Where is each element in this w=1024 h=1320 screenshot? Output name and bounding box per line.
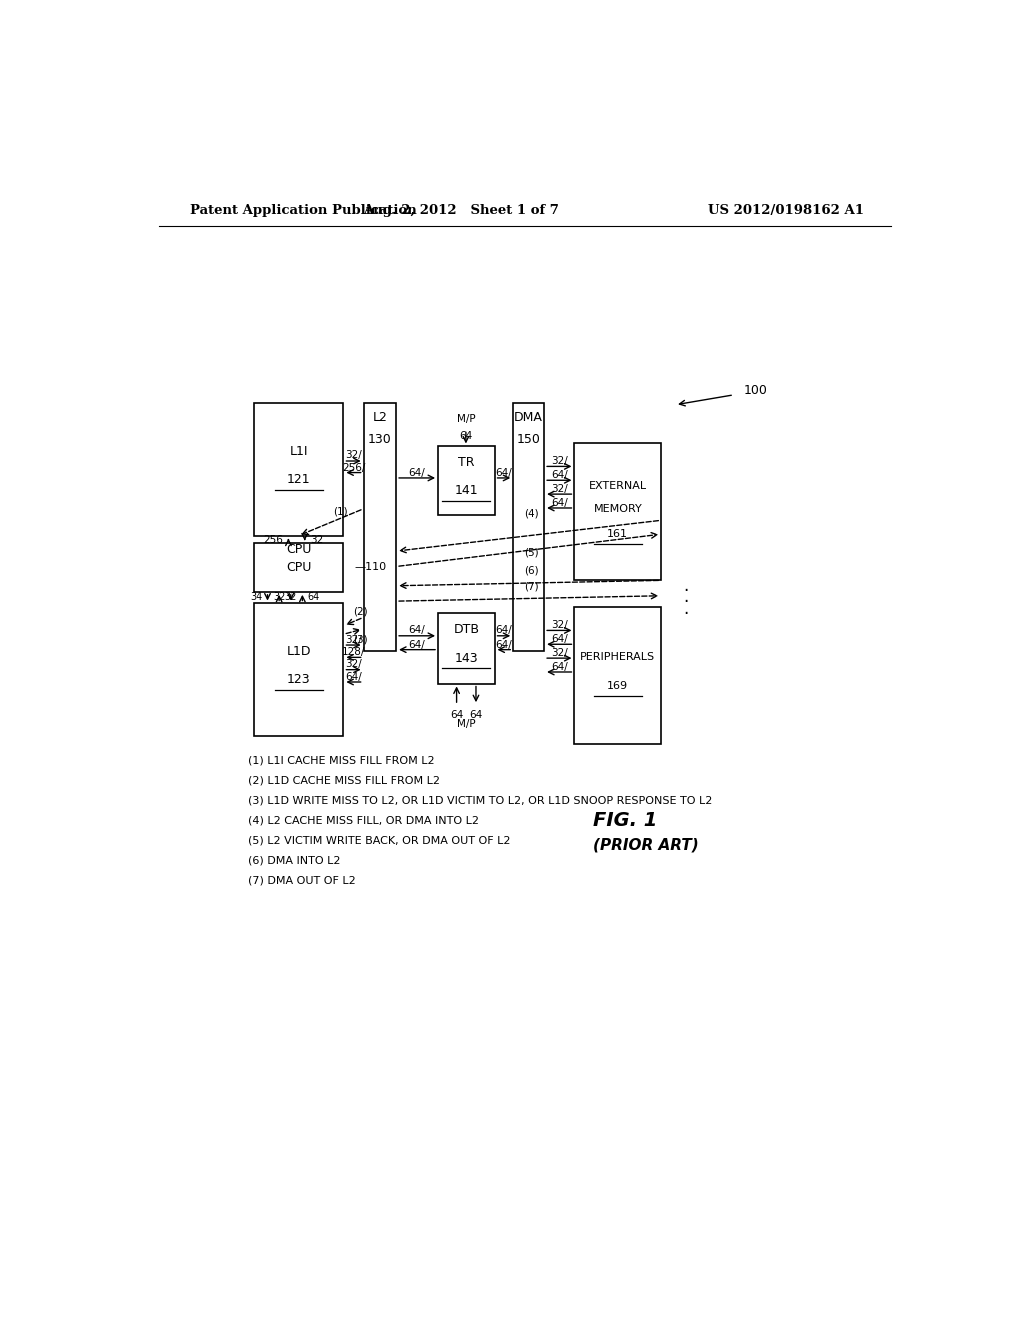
Text: MEMORY: MEMORY xyxy=(594,504,642,513)
Text: Patent Application Publication: Patent Application Publication xyxy=(190,205,417,218)
Text: (3) L1D WRITE MISS TO L2, OR L1D VICTIM TO L2, OR L1D SNOOP RESPONSE TO L2: (3) L1D WRITE MISS TO L2, OR L1D VICTIM … xyxy=(248,796,713,805)
Text: (7): (7) xyxy=(523,582,539,591)
Text: 32/: 32/ xyxy=(551,483,568,494)
Text: (1): (1) xyxy=(334,506,348,516)
Text: 32: 32 xyxy=(285,593,297,602)
Text: 123: 123 xyxy=(287,673,310,686)
Text: L1D: L1D xyxy=(287,645,311,657)
Text: 32/: 32/ xyxy=(345,450,361,459)
Text: (6) DMA INTO L2: (6) DMA INTO L2 xyxy=(248,855,341,866)
Text: L2: L2 xyxy=(373,411,387,424)
Text: .: . xyxy=(683,599,688,618)
Text: 64/: 64/ xyxy=(551,634,568,644)
Text: CPU: CPU xyxy=(286,561,311,574)
Text: DTB: DTB xyxy=(454,623,479,636)
Text: 100: 100 xyxy=(744,384,768,397)
Bar xyxy=(254,404,343,536)
Text: 64/: 64/ xyxy=(409,640,425,649)
Text: (1) L1I CACHE MISS FILL FROM L2: (1) L1I CACHE MISS FILL FROM L2 xyxy=(248,755,435,766)
Text: 64: 64 xyxy=(308,593,321,602)
Text: US 2012/0198162 A1: US 2012/0198162 A1 xyxy=(709,205,864,218)
Text: 141: 141 xyxy=(455,484,478,498)
Text: DMA: DMA xyxy=(514,411,543,424)
Text: 32: 32 xyxy=(310,535,324,545)
Text: CPU: CPU xyxy=(286,543,311,556)
Text: (5): (5) xyxy=(523,548,539,557)
Text: —110: —110 xyxy=(354,562,386,573)
Text: 150: 150 xyxy=(517,433,541,446)
Text: PERIPHERALS: PERIPHERALS xyxy=(581,652,655,663)
Text: 64/: 64/ xyxy=(496,626,512,635)
Text: 32/: 32/ xyxy=(551,455,568,466)
Text: 32/: 32/ xyxy=(551,620,568,630)
Text: 169: 169 xyxy=(607,681,629,690)
Text: (5) L2 VICTIM WRITE BACK, OR DMA OUT OF L2: (5) L2 VICTIM WRITE BACK, OR DMA OUT OF … xyxy=(248,836,511,846)
Text: 64/: 64/ xyxy=(409,626,425,635)
Text: 64: 64 xyxy=(450,710,463,721)
Text: 64/: 64/ xyxy=(409,467,425,478)
Bar xyxy=(513,404,544,651)
Text: 34: 34 xyxy=(250,593,262,602)
Text: 130: 130 xyxy=(368,433,392,446)
Bar xyxy=(254,544,343,591)
Text: .: . xyxy=(683,589,688,606)
Text: .: . xyxy=(683,577,688,595)
Text: L1I: L1I xyxy=(290,445,308,458)
Text: (6): (6) xyxy=(523,566,539,576)
Text: 256/: 256/ xyxy=(342,463,366,473)
Text: EXTERNAL: EXTERNAL xyxy=(589,482,647,491)
Text: Aug. 2, 2012   Sheet 1 of 7: Aug. 2, 2012 Sheet 1 of 7 xyxy=(364,205,559,218)
Text: 64/: 64/ xyxy=(496,640,512,649)
Text: 32: 32 xyxy=(273,593,286,602)
Text: 161: 161 xyxy=(607,529,629,539)
Text: FIG. 1: FIG. 1 xyxy=(593,810,657,830)
Text: 128/: 128/ xyxy=(342,647,366,657)
Bar xyxy=(254,603,343,737)
Bar xyxy=(438,612,495,684)
Text: (4): (4) xyxy=(523,508,539,519)
Text: (2) L1D CACHE MISS FILL FROM L2: (2) L1D CACHE MISS FILL FROM L2 xyxy=(248,776,440,785)
Bar xyxy=(574,444,662,581)
Text: 64: 64 xyxy=(469,710,482,721)
Text: 256: 256 xyxy=(263,535,283,545)
Text: 64/: 64/ xyxy=(345,672,361,681)
Text: 64: 64 xyxy=(460,430,472,441)
Text: 32/: 32/ xyxy=(345,659,361,669)
Text: (4) L2 CACHE MISS FILL, OR DMA INTO L2: (4) L2 CACHE MISS FILL, OR DMA INTO L2 xyxy=(248,816,479,825)
Bar xyxy=(438,446,495,515)
Bar xyxy=(574,607,662,743)
Text: (7) DMA OUT OF L2: (7) DMA OUT OF L2 xyxy=(248,875,356,886)
Text: 64/: 64/ xyxy=(551,498,568,508)
Text: 143: 143 xyxy=(455,652,478,665)
Text: TR: TR xyxy=(458,455,474,469)
Text: (PRIOR ART): (PRIOR ART) xyxy=(593,838,698,853)
Text: 64/: 64/ xyxy=(551,470,568,480)
Text: 64/: 64/ xyxy=(496,467,512,478)
Text: (2): (2) xyxy=(352,607,368,616)
Text: 32/: 32/ xyxy=(551,648,568,657)
Text: M/P: M/P xyxy=(457,719,475,729)
Bar xyxy=(364,404,396,651)
Text: (3): (3) xyxy=(352,635,368,644)
Text: 32/: 32/ xyxy=(345,635,361,644)
Text: 64/: 64/ xyxy=(551,661,568,672)
Text: M/P: M/P xyxy=(457,414,475,424)
Text: 121: 121 xyxy=(287,473,310,486)
